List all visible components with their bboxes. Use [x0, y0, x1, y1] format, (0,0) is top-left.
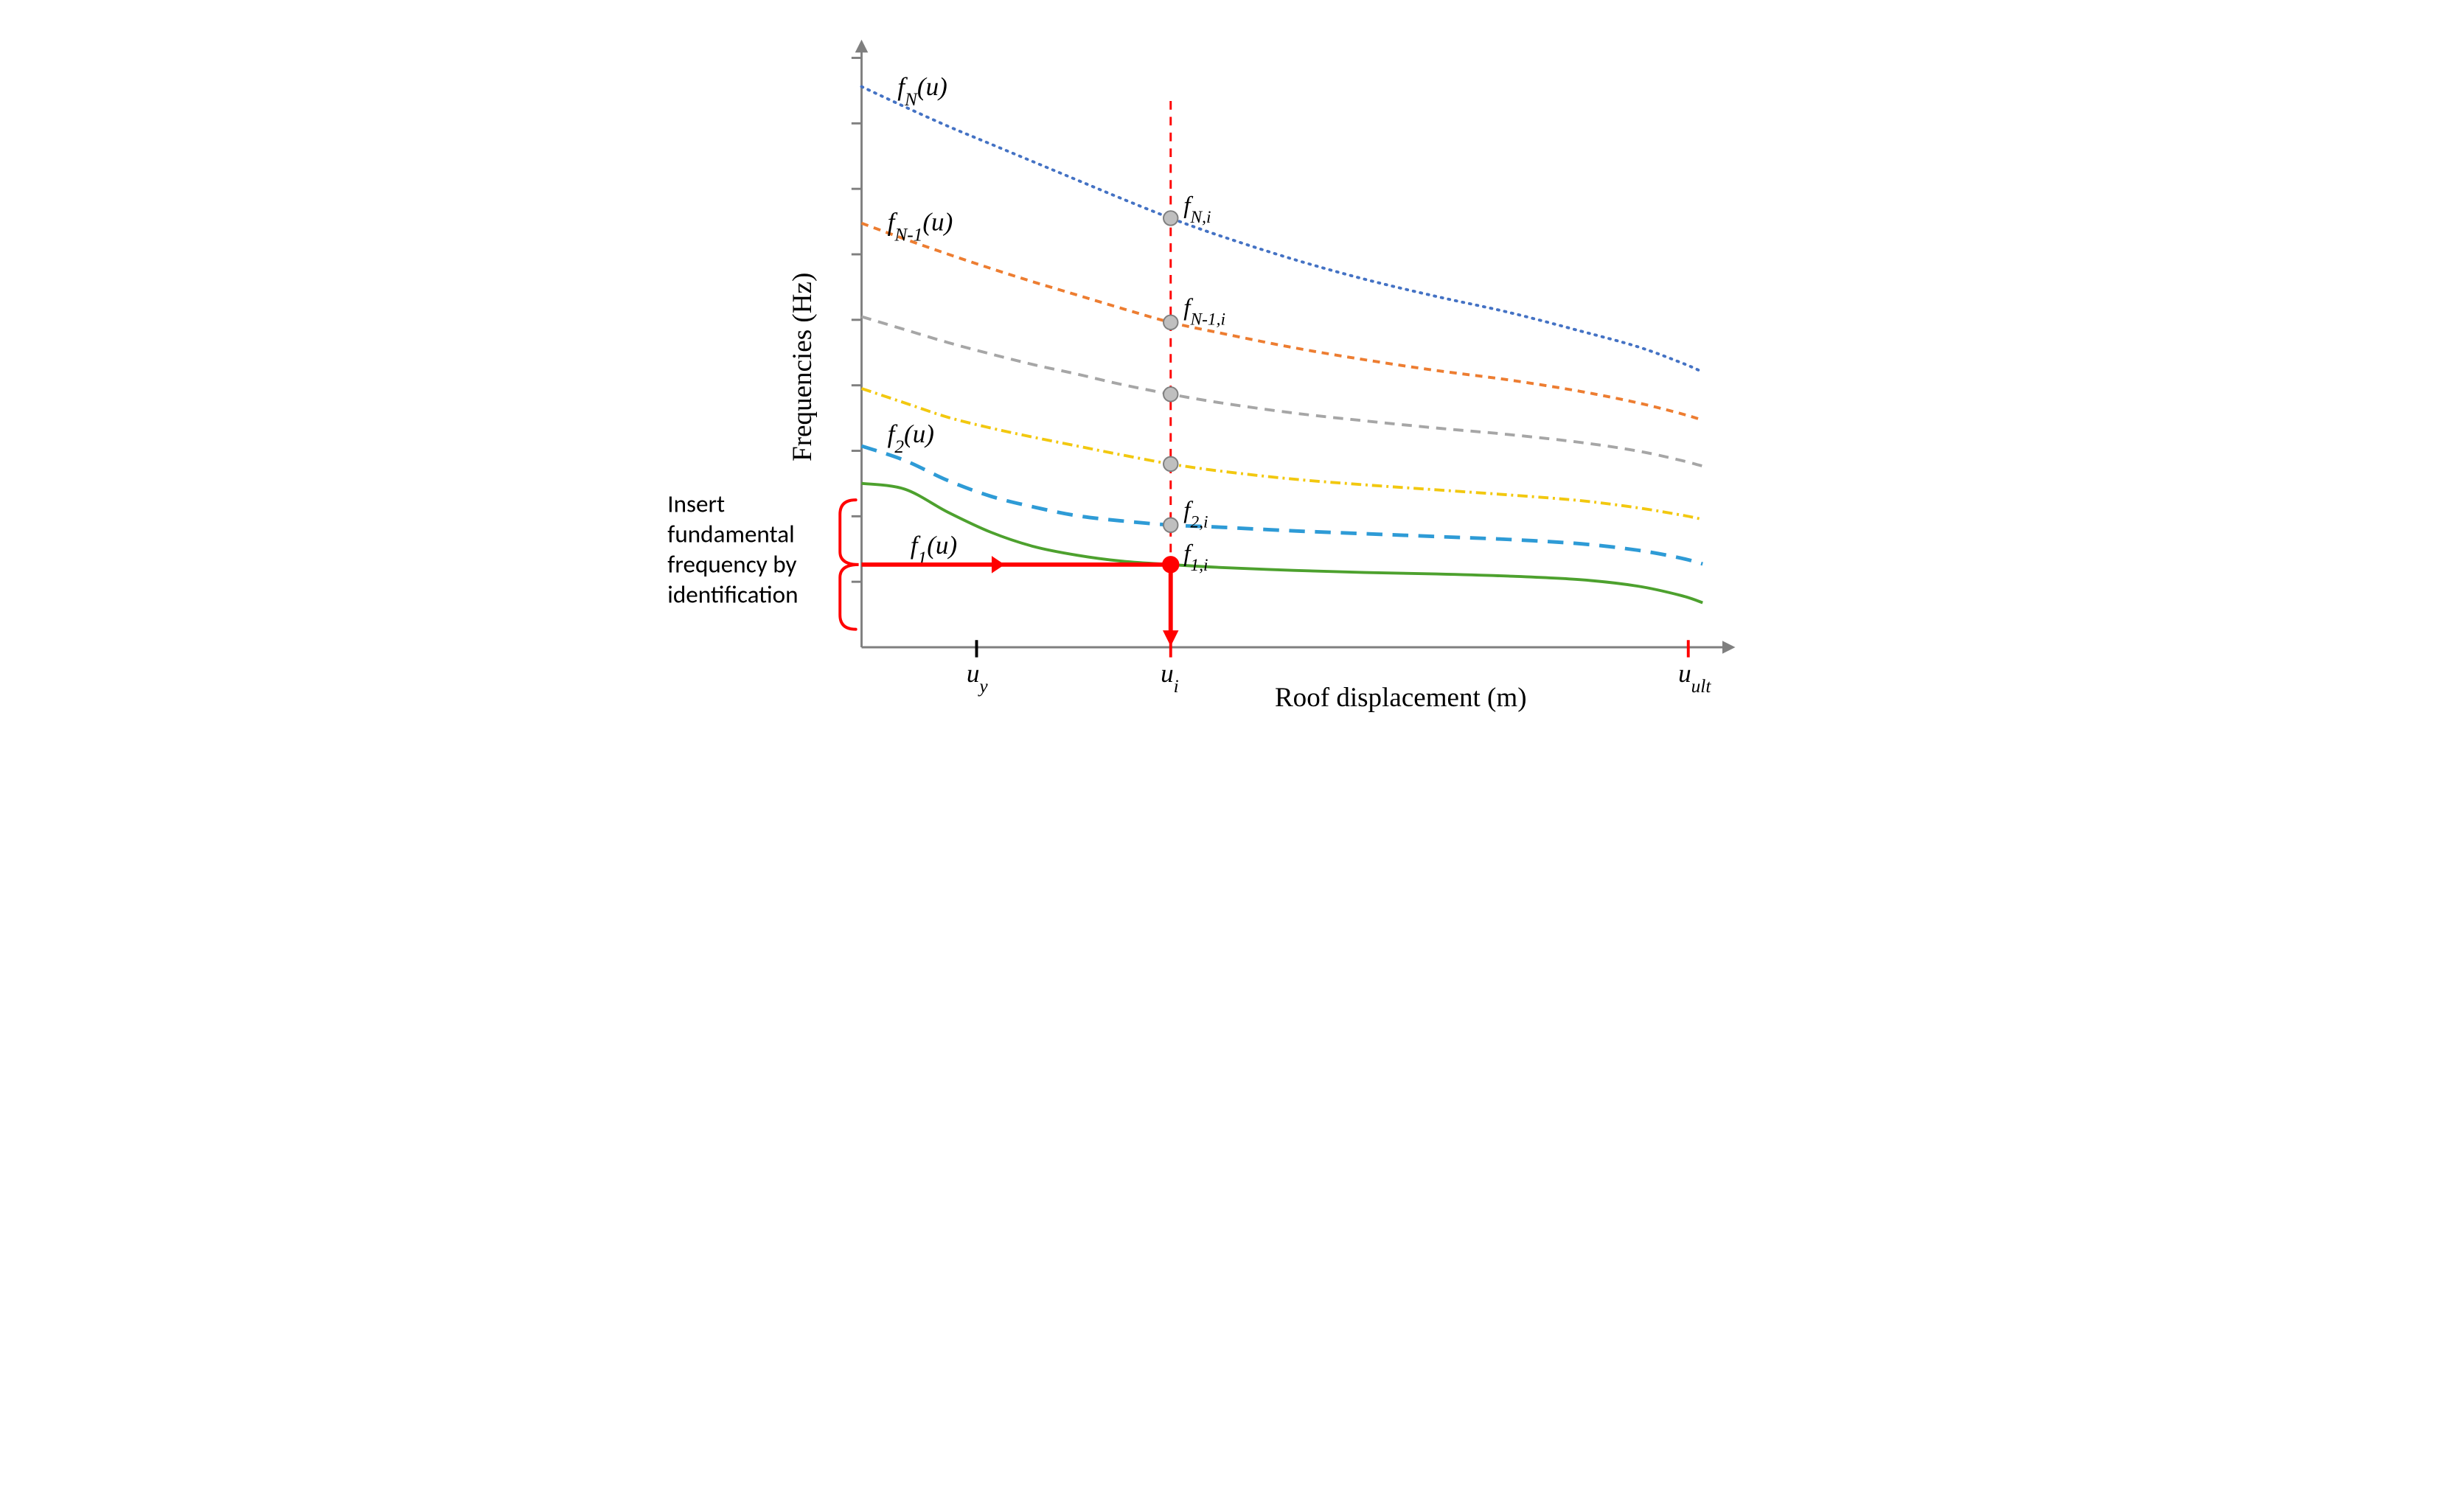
- intersection-marker: [1163, 387, 1178, 402]
- intersection-marker: [1163, 457, 1178, 472]
- y-axis-label: Frequencies (Hz): [787, 273, 818, 461]
- intersection-marker: [1163, 316, 1178, 330]
- x-axis-label: Roof displacement (m): [1275, 683, 1527, 713]
- chart-svg: uyuiuultFrequencies (Hz)Roof displacemen…: [646, 15, 1796, 734]
- side-annotation-line: frequency by: [667, 549, 796, 579]
- side-annotation-line: identification: [667, 579, 798, 610]
- frequency-displacement-chart: uyuiuultFrequencies (Hz)Roof displacemen…: [631, 0, 1811, 748]
- chart-background: [646, 15, 1796, 734]
- intersection-marker: [1163, 518, 1178, 533]
- side-annotation-line: fundamental: [667, 519, 794, 549]
- intersection-marker: [1163, 211, 1178, 226]
- side-annotation-line: Insert: [667, 489, 725, 519]
